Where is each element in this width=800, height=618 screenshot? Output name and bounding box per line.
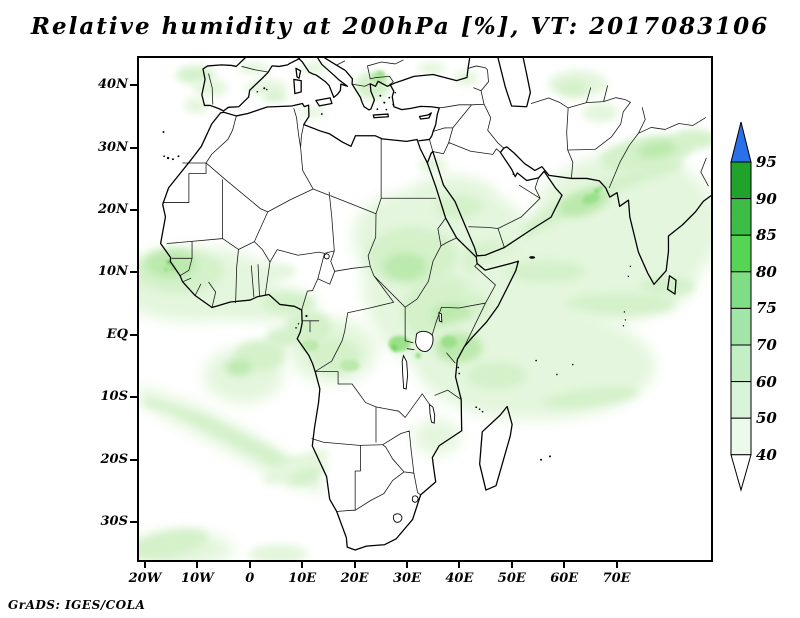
lat-tick xyxy=(130,84,137,86)
lon-label-30e: 30E xyxy=(393,571,421,586)
italy-coast xyxy=(297,58,349,99)
sinai-aqaba-coast xyxy=(426,150,434,164)
lon-tick xyxy=(353,562,356,568)
lat-label-10n: 10N xyxy=(98,264,128,279)
colorbar-segment xyxy=(730,417,752,456)
iberia-coast xyxy=(201,58,301,112)
lesotho-border xyxy=(392,513,403,523)
lat-label-20s: 20S xyxy=(100,451,128,467)
lat-tick xyxy=(130,520,137,523)
lat-label-30s: 30S xyxy=(100,513,128,529)
lat-label-30n: 30N xyxy=(98,139,128,155)
lake-chad xyxy=(323,253,330,260)
map-svg xyxy=(139,58,711,560)
lon-label-10e: 10E xyxy=(288,571,317,586)
lake-malawi xyxy=(429,403,436,424)
colorbar-arrow-bottom xyxy=(730,454,752,492)
colorbar-segment xyxy=(730,307,752,346)
lon-tick xyxy=(563,562,566,568)
cyprus-coast xyxy=(418,112,432,120)
madagascar-coast xyxy=(479,405,513,491)
lat-tick xyxy=(130,458,137,461)
balkans-blacksea-coast xyxy=(324,58,471,111)
plot-title: Relative humidity at 200hPa [%], VT: 201… xyxy=(30,13,770,40)
lat-tick xyxy=(130,333,137,336)
lon-label-70e: 70E xyxy=(602,571,631,586)
colorbar-label-95: 95 xyxy=(756,153,777,171)
colorbar-segment xyxy=(730,271,752,309)
colorbar-segment xyxy=(730,198,752,236)
lon-label-50e: 50E xyxy=(497,571,526,586)
lon-tick xyxy=(144,562,146,568)
sicily-coast xyxy=(315,97,333,107)
sardinia-coast xyxy=(293,78,302,95)
lake-turkana xyxy=(438,312,443,323)
colorbar xyxy=(730,121,752,492)
anatolia-levant-coast xyxy=(389,83,440,142)
lon-tick xyxy=(301,562,304,568)
corsica-coast xyxy=(295,67,302,79)
lon-tick xyxy=(458,562,461,568)
lon-label-10w: 10W xyxy=(181,571,214,586)
crete-coast xyxy=(372,113,389,119)
caspian-coast xyxy=(497,58,532,108)
small-islands xyxy=(162,87,632,461)
colorbar-label-90: 90 xyxy=(756,189,777,208)
colorbar-label-60: 60 xyxy=(756,372,777,391)
lon-label-40e: 40E xyxy=(445,571,474,586)
colorbar-label-50: 50 xyxy=(756,409,777,428)
colorbar-label-40: 40 xyxy=(756,445,777,464)
lat-tick xyxy=(130,146,137,149)
srilanka-coast xyxy=(666,275,677,295)
iran-india-coast xyxy=(503,146,711,285)
lon-label-60e: 60E xyxy=(550,571,579,586)
africa-coast xyxy=(159,102,520,551)
lake-tanganyika xyxy=(401,354,409,390)
arabia-coast xyxy=(432,147,563,257)
lon-tick xyxy=(615,562,618,568)
humidity-shading-layer xyxy=(139,61,711,560)
lat-tick xyxy=(130,396,137,398)
colorbar-segment xyxy=(730,161,752,200)
lon-tick xyxy=(406,562,408,568)
lat-tick xyxy=(130,271,137,273)
lake-victoria xyxy=(415,330,434,352)
lon-label-20e: 20E xyxy=(340,571,369,586)
colorbar-label-75: 75 xyxy=(756,299,777,318)
colorbar-segment xyxy=(730,381,752,419)
lat-label-40n: 40N xyxy=(98,77,128,92)
grads-credit: GrADS: IGES/COLA xyxy=(8,598,146,612)
colorbar-arrow-top xyxy=(730,121,752,163)
lat-label-10s: 10S xyxy=(100,389,128,404)
lat-tick xyxy=(130,208,137,211)
map-area xyxy=(137,56,713,562)
lat-label-20n: 20N xyxy=(98,201,128,217)
colorbar-segment xyxy=(730,234,752,273)
coastlines xyxy=(159,58,711,551)
colorbar-segment xyxy=(730,344,752,383)
lon-tick xyxy=(248,562,251,568)
swaziland-border xyxy=(411,495,419,503)
lon-tick xyxy=(510,562,513,568)
colorbar-label-70: 70 xyxy=(756,336,777,354)
colorbar-label-80: 80 xyxy=(756,262,777,281)
lon-label-0: 0 xyxy=(245,571,255,586)
lat-label-eq: EQ xyxy=(106,326,128,342)
lon-tick xyxy=(196,562,199,568)
colorbar-label-85: 85 xyxy=(756,226,777,245)
lakes xyxy=(323,253,443,523)
lon-label-20w: 20W xyxy=(128,571,162,586)
